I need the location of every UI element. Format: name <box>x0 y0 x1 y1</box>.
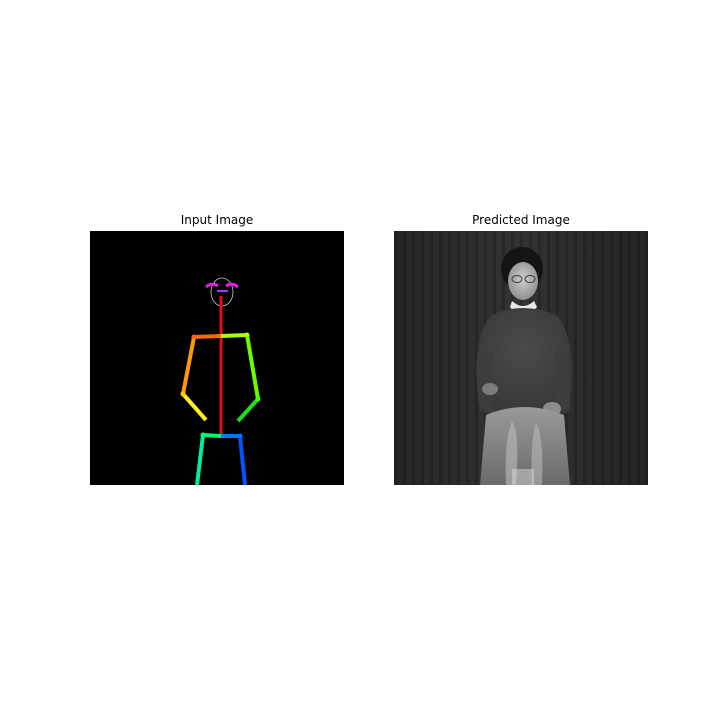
right-leg <box>238 435 247 485</box>
glasses-left-lens <box>511 275 523 283</box>
right-shoulder-line <box>220 333 248 338</box>
left-elbow-joint <box>180 391 186 397</box>
right-forearm <box>236 397 260 423</box>
left-upper-arm <box>181 336 196 395</box>
left-leg <box>195 434 205 485</box>
left-hip-joint <box>200 432 206 438</box>
knees-highlight <box>512 469 534 485</box>
right-upper-arm <box>245 334 260 400</box>
left-arm <box>477 351 494 413</box>
left-hip-line <box>202 433 222 438</box>
sweater <box>476 308 572 413</box>
input-image-title: Input Image <box>180 213 254 227</box>
left-eye-mark <box>205 282 219 289</box>
right-hip-joint <box>237 433 243 439</box>
pose-background <box>90 231 344 485</box>
jeans-highlight-right <box>531 423 543 485</box>
predicted-person-image <box>394 231 648 485</box>
input-pose-image <box>90 231 344 485</box>
face <box>508 262 538 300</box>
left-shoulder-line <box>193 334 222 339</box>
right-arm <box>554 349 571 413</box>
predicted-image-title: Predicted Image <box>472 213 570 227</box>
left-shoulder-joint <box>191 334 197 340</box>
right-elbow-joint <box>255 396 261 402</box>
pose-skeleton <box>90 231 344 485</box>
jeans <box>480 407 570 485</box>
right-eye-mark <box>225 282 239 289</box>
glasses-right-lens <box>524 275 536 283</box>
predicted-photo <box>394 231 648 485</box>
right-shoulder-joint <box>244 332 250 338</box>
left-hand <box>482 383 498 395</box>
left-forearm <box>181 392 208 422</box>
